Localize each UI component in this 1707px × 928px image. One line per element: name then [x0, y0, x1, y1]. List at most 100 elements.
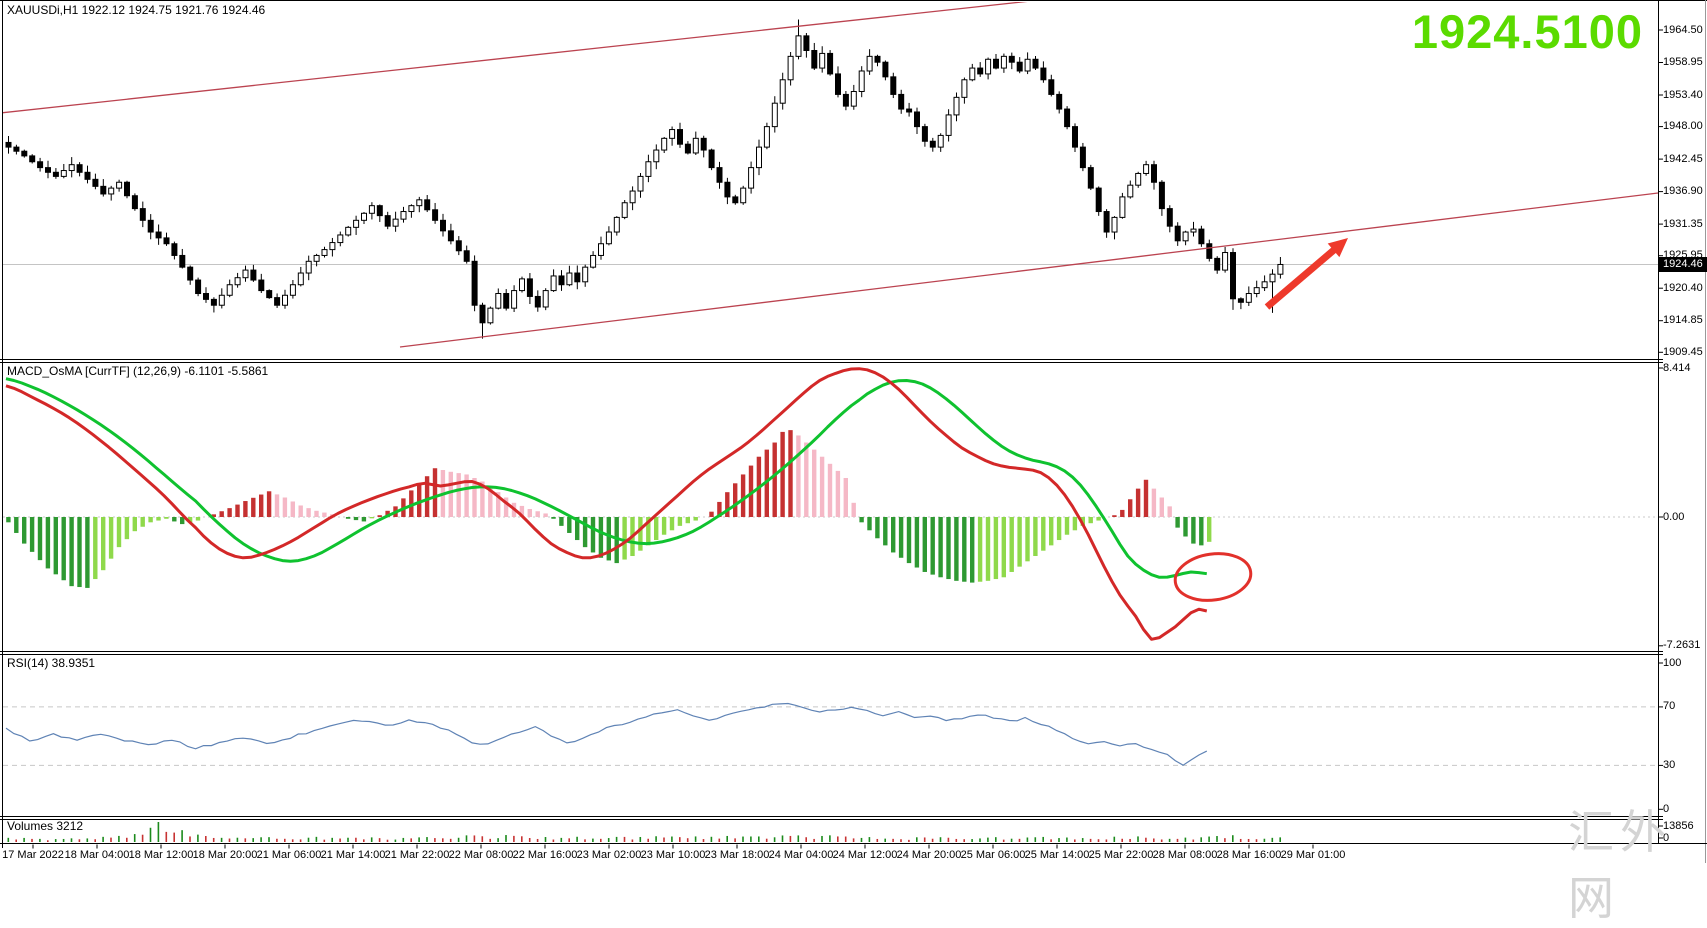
candle	[1253, 287, 1260, 295]
candle	[479, 304, 486, 324]
volume-bar	[560, 837, 563, 842]
candle	[195, 279, 202, 295]
date-axis-label: 25 Mar 06:00	[960, 849, 1026, 861]
candle	[210, 298, 217, 306]
date-axis-label: 23 Mar 02:00	[576, 849, 642, 861]
osma-bar	[377, 515, 382, 517]
candle	[400, 211, 407, 220]
candle	[60, 170, 67, 177]
volume-bar	[1034, 837, 1037, 842]
osma-bar	[1199, 517, 1204, 546]
candle	[1111, 216, 1118, 233]
volume-bar	[868, 837, 871, 842]
rsi-line	[5, 702, 1208, 766]
rsi-indicator-label: RSI(14) 38.9351	[7, 656, 96, 670]
date-axis-label: 24 Mar 20:00	[896, 849, 962, 861]
volume-bar	[244, 838, 247, 842]
volume-bar	[291, 839, 294, 842]
volume-bar	[552, 839, 555, 842]
candle	[368, 205, 375, 214]
candle	[392, 218, 399, 227]
candle	[724, 181, 731, 198]
osma-bar	[985, 517, 991, 581]
candle	[1024, 58, 1031, 72]
volume-bar	[1263, 838, 1266, 842]
osma-bar	[29, 517, 35, 552]
osma-bar	[1096, 517, 1101, 521]
volume-bar	[378, 838, 381, 842]
osma-bar	[69, 517, 74, 587]
volume-bar	[607, 838, 610, 842]
macd-green-line	[5, 377, 1208, 579]
trendline-upper[interactable]	[0, 0, 1040, 114]
date-axis-label: 29 Mar 01:00	[1280, 849, 1346, 861]
volume-bar	[1200, 837, 1202, 842]
osma-bar	[835, 470, 841, 517]
candle	[1103, 211, 1110, 233]
volume-bar	[1042, 836, 1044, 842]
osma-bar	[282, 497, 288, 517]
candle	[1008, 55, 1015, 63]
candle	[361, 212, 367, 221]
volume-bar	[1066, 837, 1068, 842]
osma-bar	[661, 517, 667, 535]
candle	[637, 175, 644, 192]
osma-bar	[1001, 517, 1006, 578]
candle	[1158, 181, 1165, 210]
candle	[1198, 228, 1205, 245]
volume-bar	[165, 831, 168, 842]
osma-bar	[559, 517, 564, 526]
osma-bar	[1143, 479, 1149, 517]
up-arrow-annotation[interactable]	[1264, 243, 1342, 310]
candle	[645, 161, 652, 177]
osma-bar	[108, 517, 114, 559]
chart-canvas[interactable]	[0, 0, 1707, 863]
osma-bar	[1064, 517, 1070, 535]
volume-bar	[647, 838, 649, 842]
price-axis-tick: 1953.40	[1663, 88, 1703, 101]
osma-bar	[164, 517, 169, 519]
volume-bar	[434, 838, 436, 842]
candle	[1135, 172, 1142, 186]
volume-bar	[1160, 839, 1163, 842]
osma-bar	[582, 517, 588, 548]
volume-bar	[734, 838, 736, 842]
osma-bar	[1128, 499, 1133, 517]
candle	[250, 269, 257, 281]
volume-bar	[347, 837, 349, 842]
volume-bar	[584, 839, 586, 842]
volumes-panel	[7, 822, 1281, 842]
volume-bar	[189, 836, 191, 842]
osma-bar	[693, 517, 698, 521]
candle	[37, 161, 44, 169]
date-axis-label: 25 Mar 22:00	[1088, 849, 1154, 861]
macd-axis-tick: -7.2631	[1663, 639, 1701, 652]
trendline-lower[interactable]	[399, 192, 1658, 348]
date-axis-label: 24 Mar 12:00	[832, 849, 898, 861]
candle	[495, 293, 502, 309]
osma-bar	[883, 517, 888, 546]
candle	[1079, 146, 1086, 169]
ellipse-annotation[interactable]	[1172, 549, 1254, 605]
osma-bar	[1191, 517, 1196, 544]
candle	[171, 243, 178, 256]
candle	[179, 254, 186, 268]
candle	[1072, 126, 1078, 148]
candle	[1222, 252, 1229, 271]
candle	[945, 114, 952, 136]
volume-bar	[386, 839, 389, 842]
candle	[677, 129, 683, 145]
volume-bar	[1239, 838, 1242, 842]
volume-bar	[1058, 838, 1060, 842]
volume-bar	[236, 837, 239, 842]
osma-bar	[132, 517, 137, 532]
candle	[234, 277, 241, 286]
volume-bar	[102, 836, 104, 842]
volume-bar	[1121, 838, 1123, 842]
volume-bar	[1002, 839, 1005, 842]
candle	[858, 70, 865, 92]
volume-bar	[931, 838, 934, 842]
candle	[558, 275, 565, 286]
osma-bar	[977, 517, 983, 582]
